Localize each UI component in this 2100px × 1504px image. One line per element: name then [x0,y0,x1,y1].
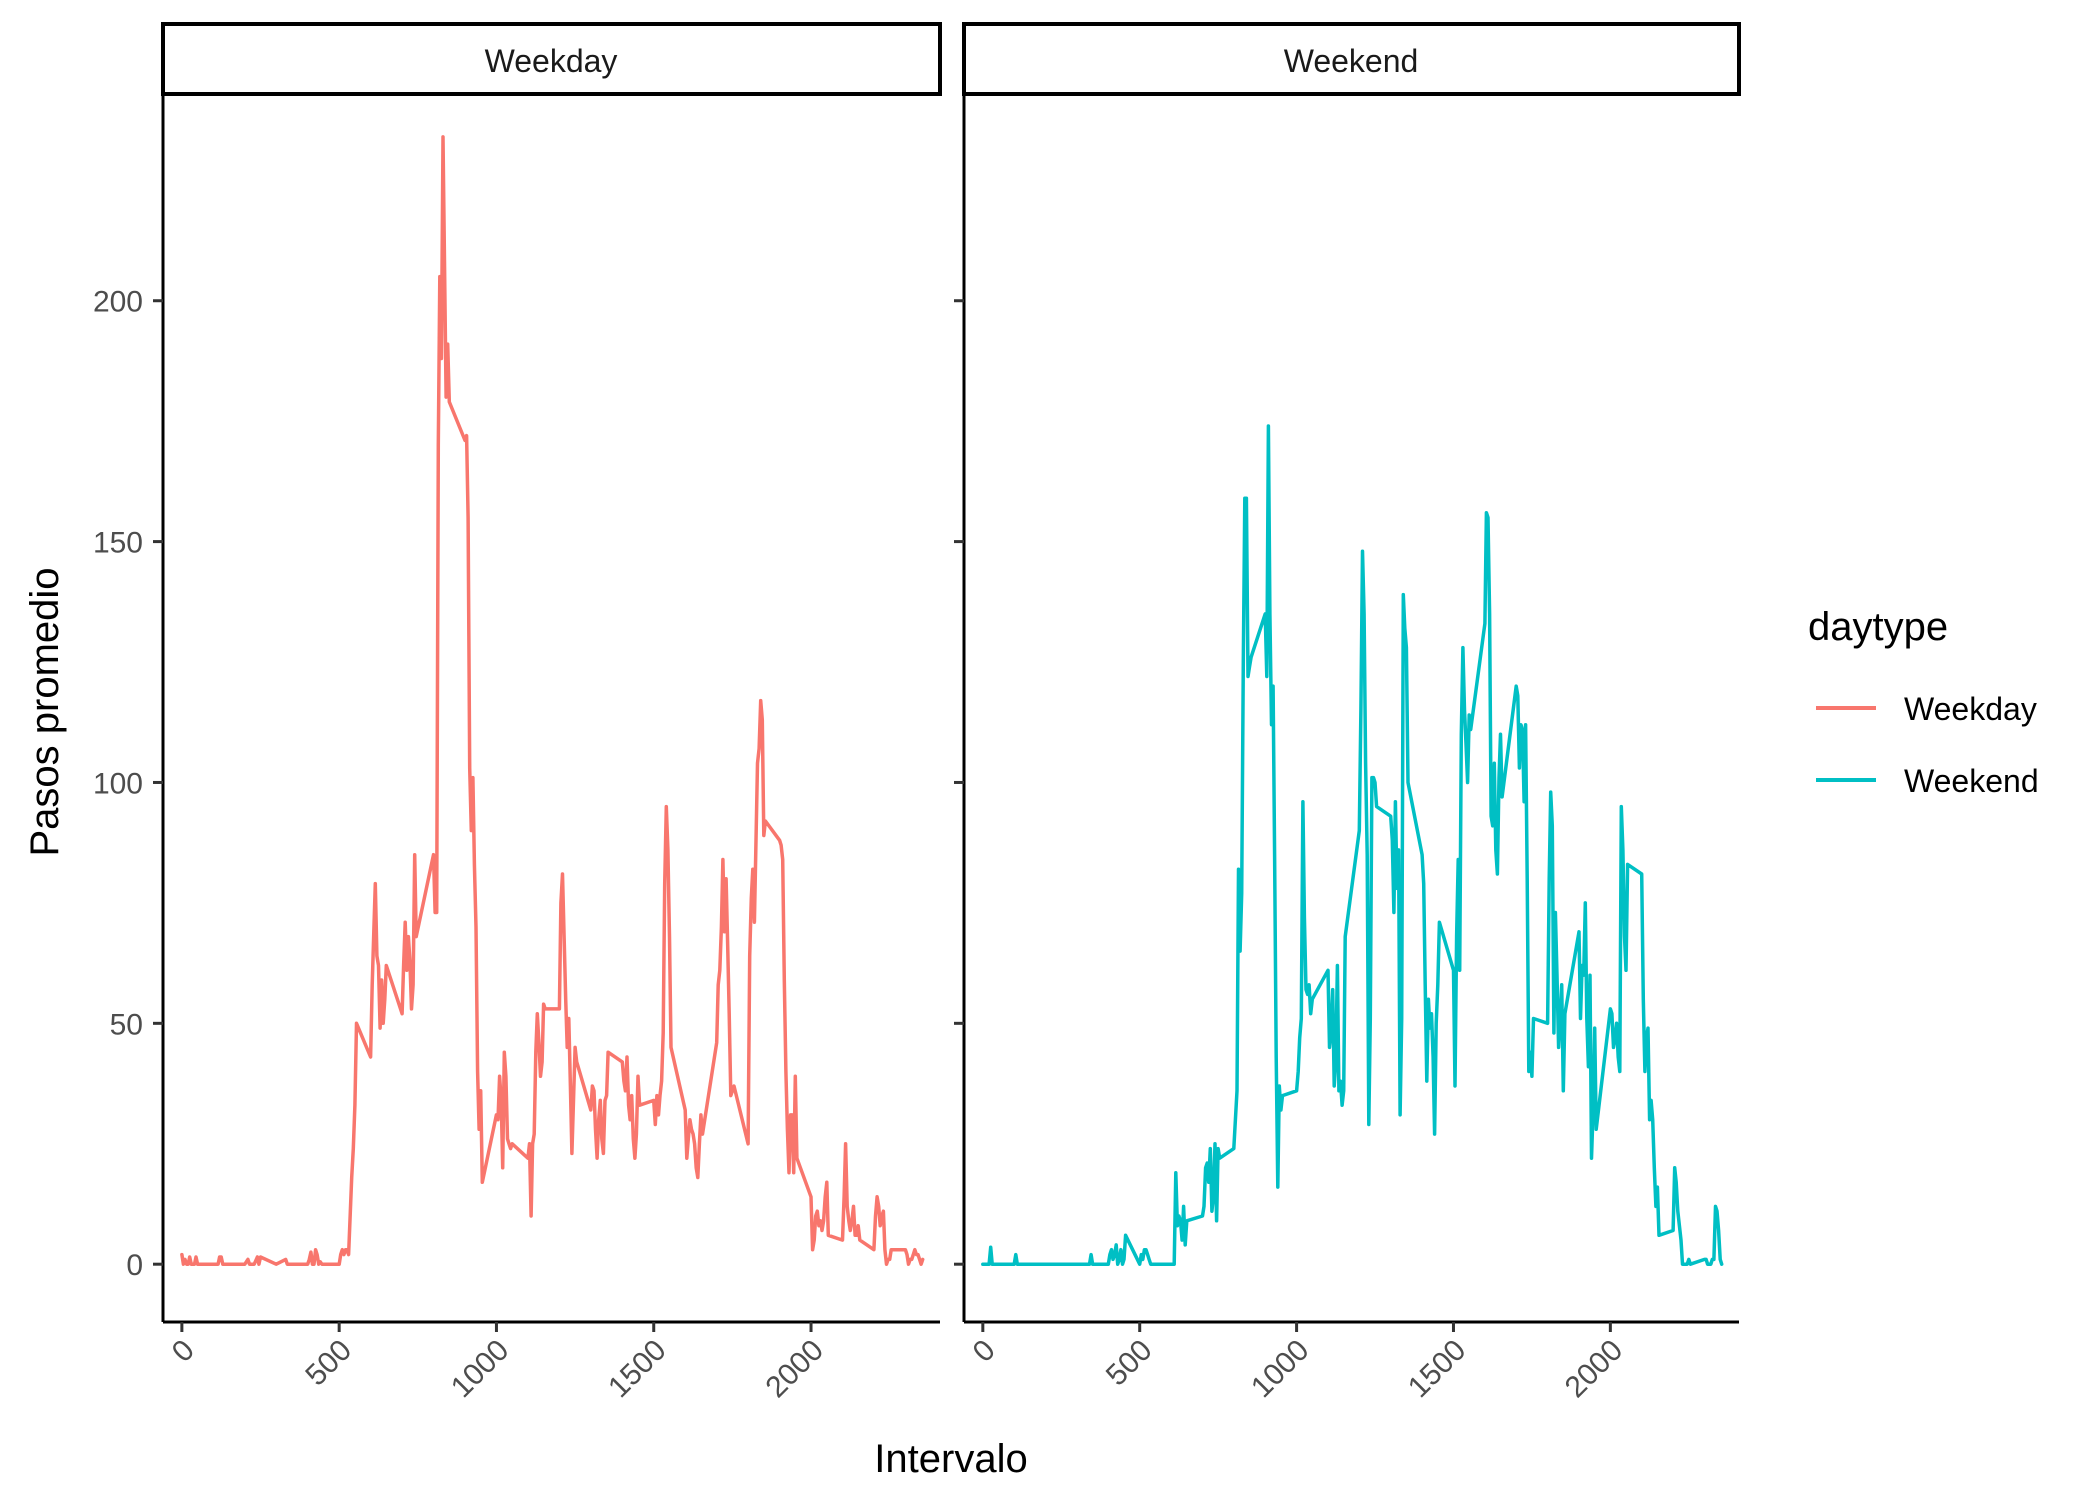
y-tick-label: 100 [93,767,143,800]
y-tick-label: 200 [93,286,143,319]
strip-weekend [962,22,1741,96]
series-line-weekday [180,135,925,1266]
y-tick-label: 50 [110,1008,143,1041]
legend-label-weekday: Weekday [1904,691,2037,727]
legend-title: daytype [1808,605,1948,649]
strip-label-weekday: Weekday [485,43,618,79]
y-tick-labels: 0 50 100 150 200 [93,286,143,1282]
strip-weekday [161,22,942,96]
y-tick-label: 0 [126,1249,143,1282]
y-axis-title: Pasos promedio [23,567,67,856]
legend-label-weekend: Weekend [1904,763,2039,799]
y-tick-label: 150 [93,527,143,560]
x-axis-title: Intervalo [874,1437,1027,1481]
series-line-weekend [981,424,1724,1266]
legend: daytype Weekday Weekend [1808,605,2039,799]
strip-label-weekend: Weekend [1284,43,1419,79]
